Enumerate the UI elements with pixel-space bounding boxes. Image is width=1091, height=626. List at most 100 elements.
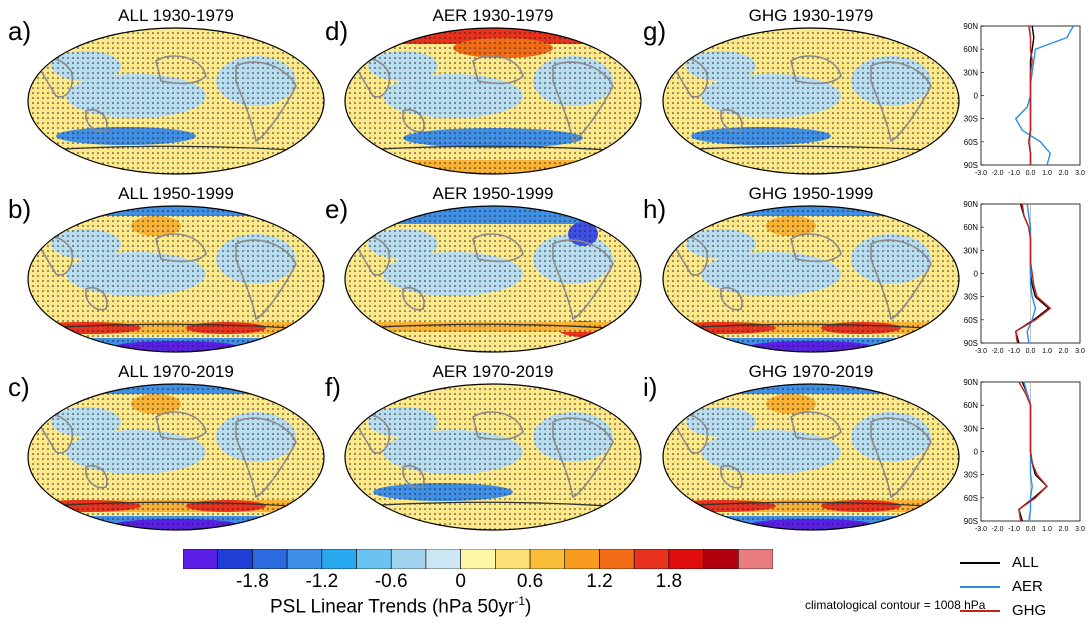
- colorbar-swatch: [460, 549, 496, 569]
- x-tick-label: 2.0: [1059, 526, 1069, 533]
- colorbar-swatch: [390, 549, 427, 569]
- coastline: [552, 417, 614, 499]
- legend-line-ghg: [960, 610, 1000, 612]
- y-tick-label: 90N: [963, 200, 978, 209]
- panel-letter: a): [8, 16, 32, 46]
- panel-letter: b): [8, 194, 32, 224]
- colorbar-title: PSL Linear Trends (hPa 50yr-1): [270, 594, 532, 618]
- x-tick-label: 2.0: [1059, 170, 1069, 177]
- panel-title: GHG 1970-2019: [748, 362, 874, 381]
- y-tick-label: 30S: [964, 471, 978, 480]
- coastline: [402, 109, 425, 133]
- psl-trend-map: [344, 27, 642, 175]
- legend-label-ghg: GHG: [1012, 602, 1047, 619]
- colorbar-swatch: [183, 549, 219, 569]
- significance-stipple: [345, 384, 641, 530]
- colorbar-tick-label: -1.8: [236, 571, 269, 592]
- map-border: [344, 27, 642, 175]
- colorbar-swatch: [286, 549, 323, 569]
- y-tick-label: 90S: [964, 517, 978, 526]
- colorbar-swatch: [668, 549, 704, 569]
- coastline: [552, 239, 614, 321]
- legend-entry-all: ALL: [960, 552, 1090, 576]
- x-tick-label: -1.0: [1008, 526, 1020, 533]
- coastline: [720, 465, 743, 489]
- coastline: [235, 61, 297, 143]
- map-border: [27, 27, 325, 175]
- coastline: [790, 55, 842, 85]
- y-tick-label: 30N: [963, 424, 978, 433]
- x-tick-label: -1.0: [1008, 170, 1020, 177]
- panel-title: ALL 1950-1999: [118, 184, 234, 203]
- panel-title: ALL 1930-1979: [118, 6, 234, 25]
- y-tick-label: 90N: [963, 378, 978, 387]
- coastline: [870, 417, 932, 499]
- panel-letter: d): [325, 16, 349, 46]
- x-tick-label: -2.0: [991, 170, 1003, 177]
- panel-letter: f): [325, 372, 341, 402]
- legend-label-all: ALL: [1012, 554, 1039, 571]
- colorbar-swatch: [599, 549, 635, 569]
- significance-stipple: [345, 206, 641, 352]
- x-tick-label: -1.0: [1008, 348, 1020, 355]
- profile-legend: ALL AER GHG: [960, 552, 1090, 624]
- significance-stipple: [663, 384, 959, 530]
- map-border: [344, 383, 642, 531]
- colorbar-tick-label: -0.6: [374, 571, 408, 592]
- legend-line-aer: [960, 586, 1000, 588]
- coastline: [472, 55, 524, 85]
- zonal-mean-profile: 90N 60N 30N 0 30S 60S 90S-3.0 -2.0 -1.0 0.0 1.0 2.0…: [963, 200, 1085, 355]
- coastline: [552, 61, 614, 143]
- x-tick-label: -2.0: [991, 348, 1003, 355]
- significance-stipple: [663, 206, 959, 352]
- legend-entry-ghg: GHG: [960, 600, 1090, 624]
- colorbar: [183, 549, 773, 569]
- psl-trend-map: [662, 205, 960, 353]
- y-tick-label: 60S: [964, 494, 978, 503]
- colorbar-swatch: [252, 549, 288, 569]
- y-tick-label: 90N: [963, 22, 978, 31]
- x-tick-label: -3.0: [975, 170, 987, 177]
- climatological-contour: [665, 323, 957, 331]
- significance-stipple: [28, 206, 324, 352]
- x-tick-label: 3.0: [1075, 170, 1085, 177]
- significance-stipple: [345, 28, 641, 174]
- coastline: [472, 233, 524, 263]
- trend-region: [598, 160, 641, 172]
- coastline: [155, 411, 207, 441]
- series-line-aer: [1014, 25, 1075, 166]
- y-tick-label: 60N: [963, 401, 978, 410]
- colorbar-swatch: [564, 549, 600, 569]
- coastline: [870, 61, 932, 143]
- climatological-contour: [30, 145, 322, 153]
- panel-title: AER 1970-2019: [432, 362, 554, 381]
- y-tick-label: 60S: [964, 138, 978, 147]
- significance-stipple: [663, 28, 959, 174]
- psl-trend-map: [27, 27, 325, 175]
- psl-trend-map: [27, 205, 325, 353]
- coastline: [870, 239, 932, 321]
- colorbar-swatch: [529, 549, 566, 569]
- coastline: [790, 411, 842, 441]
- climatology-note: climatological contour = 1008 hPa: [805, 598, 986, 612]
- legend-entry-aer: AER: [960, 576, 1090, 600]
- climatological-contour: [665, 145, 957, 153]
- psl-trend-map: [344, 383, 642, 531]
- coastline: [235, 239, 297, 321]
- panel-title: GHG 1930-1979: [748, 6, 874, 25]
- x-tick-label: 3.0: [1075, 348, 1085, 355]
- y-tick-label: 0: [974, 270, 979, 279]
- coastline: [720, 109, 743, 133]
- y-tick-label: 90S: [964, 161, 978, 170]
- map-border: [27, 205, 325, 353]
- coastline: [402, 465, 425, 489]
- map-border: [662, 27, 960, 175]
- y-tick-label: 30N: [963, 246, 978, 255]
- y-tick-label: 0: [974, 92, 979, 101]
- coastline: [720, 287, 743, 311]
- series-line-ghg: [1028, 25, 1033, 165]
- map-border: [662, 383, 960, 531]
- colorbar-swatch: [356, 549, 392, 569]
- psl-trend-map: [662, 27, 960, 175]
- psl-trend-map: [662, 383, 960, 531]
